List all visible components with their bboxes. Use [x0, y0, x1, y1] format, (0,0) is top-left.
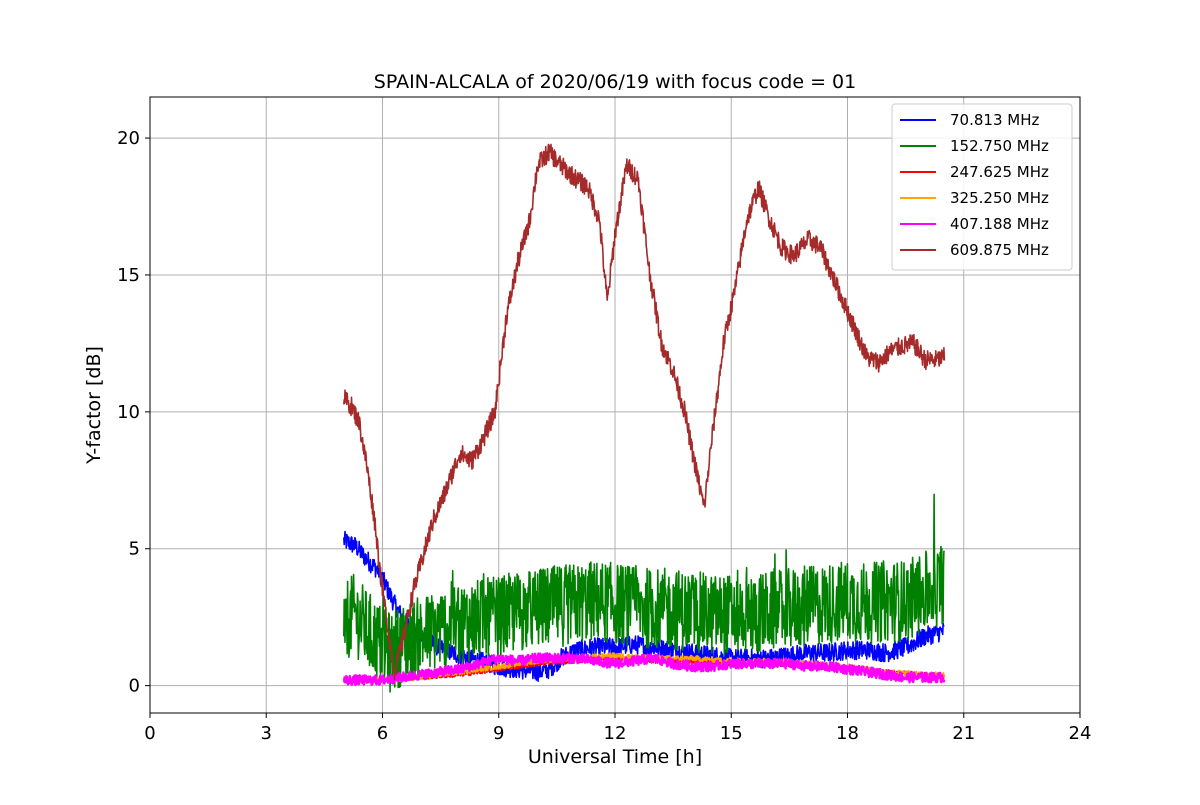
x-tick-label: 21	[952, 723, 975, 744]
series-line-5	[342, 652, 946, 686]
legend-entry-label: 247.625 MHz	[950, 163, 1049, 181]
x-tick-label: 15	[720, 723, 743, 744]
legend-box	[891, 103, 1073, 271]
series-line-2	[343, 493, 946, 693]
legend-entry-label: 609.875 MHz	[950, 241, 1049, 259]
x-tick-label: 9	[493, 723, 504, 744]
legend-entry-label: 325.250 MHz	[950, 189, 1049, 207]
x-axis-label: Universal Time [h]	[528, 746, 702, 768]
x-tick-label: 24	[1069, 723, 1092, 744]
x-tick-label: 6	[377, 723, 388, 744]
series-lines	[342, 143, 946, 693]
axis-ticks: 0 3 6 9 12 15 18 21 24 0 5 10 15 20	[117, 128, 1091, 744]
y-tick-label: 10	[117, 402, 140, 423]
y-axis-label: Y-factor [dB]	[83, 346, 105, 465]
legend-entry-label: 70.813 MHz	[950, 111, 1039, 129]
y-tick-label: 5	[129, 539, 140, 560]
chart-title: SPAIN-ALCALA of 2020/06/19 with focus co…	[374, 71, 856, 93]
x-tick-label: 12	[604, 723, 627, 744]
x-tick-label: 18	[836, 723, 859, 744]
legend-entry-label: 152.750 MHz	[950, 137, 1049, 155]
y-tick-label: 15	[117, 265, 140, 286]
x-tick-label: 0	[144, 723, 155, 744]
y-tick-label: 20	[117, 128, 140, 149]
y-tick-label: 0	[129, 676, 140, 697]
legend: 70.813 MHz 152.750 MHz 247.625 MHz 325.250 …	[891, 103, 1073, 271]
x-tick-label: 3	[261, 723, 272, 744]
series-line-6	[343, 143, 946, 681]
legend-entry-label: 407.188 MHz	[950, 215, 1049, 233]
